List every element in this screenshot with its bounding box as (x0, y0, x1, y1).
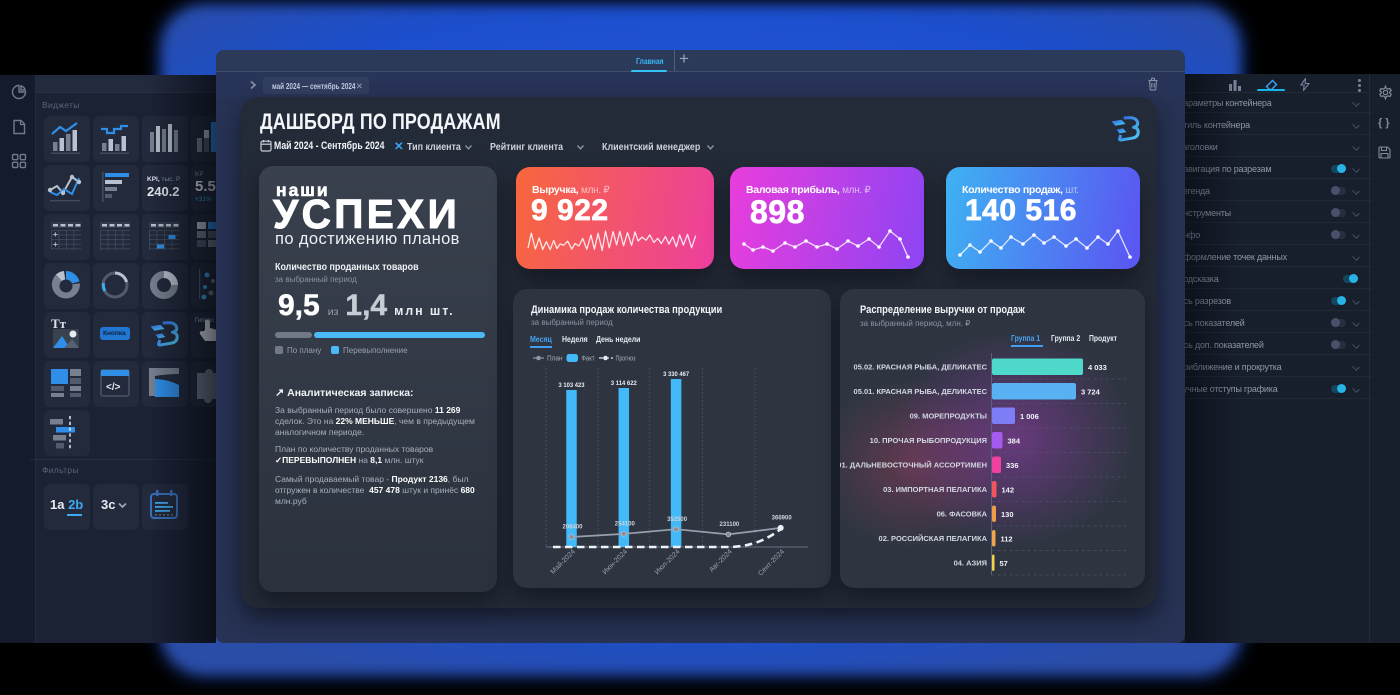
svg-text:3 114 622: 3 114 622 (611, 380, 637, 387)
svg-text:Прогноз: Прогноз (616, 356, 636, 363)
svg-text:10. ПРОЧАЯ РЫБОПРОДУКЦИЯ: 10. ПРОЧАЯ РЫБОПРОДУКЦИЯ (870, 436, 987, 445)
svg-text:+: + (53, 230, 58, 239)
svg-text:Сент-2024: Сент-2024 (757, 548, 786, 577)
svg-text:Июл-2024: Июл-2024 (654, 548, 682, 576)
svg-text:Факт: Факт (582, 356, 596, 363)
svg-text:384: 384 (1008, 437, 1021, 446)
svg-text:Июн-2024: Июн-2024 (602, 548, 630, 576)
svg-text:3 103 423: 3 103 423 (559, 382, 585, 389)
svg-text:Май-2024: Май-2024 (549, 548, 577, 576)
svg-text:130: 130 (1001, 510, 1014, 519)
svg-text:112: 112 (1001, 535, 1013, 544)
svg-text:4 033: 4 033 (1088, 363, 1107, 372)
svg-text:</>: </> (106, 382, 121, 393)
svg-text:231100: 231100 (720, 522, 740, 528)
svg-text:Авг-2024: Авг-2024 (708, 548, 733, 573)
svg-text:05.02. КРАСНАЯ РЫБА, ДЕЛИКАТЕС: 05.02. КРАСНАЯ РЫБА, ДЕЛИКАТЕС (854, 363, 988, 372)
svg-text:142: 142 (1002, 486, 1015, 495)
svg-text:04. АЗИЯ: 04. АЗИЯ (954, 559, 987, 568)
svg-text:1 006: 1 006 (1020, 412, 1039, 421)
svg-text:57: 57 (1000, 559, 1008, 568)
svg-text:+: + (53, 240, 58, 249)
svg-text:208400: 208400 (562, 525, 583, 531)
svg-text:366900: 366900 (772, 516, 793, 522)
svg-text:352500: 352500 (667, 517, 688, 523)
svg-text:336: 336 (1006, 461, 1019, 470)
svg-text:3 724: 3 724 (1081, 388, 1101, 397)
svg-text:06. ФАСОВКА: 06. ФАСОВКА (937, 510, 988, 519)
svg-text:02. РОССИЙСКАЯ ПЕЛАГИКА: 02. РОССИЙСКАЯ ПЕЛАГИКА (879, 534, 988, 543)
svg-text:09. МОРЕПРОДУКТЫ: 09. МОРЕПРОДУКТЫ (910, 412, 987, 421)
svg-text:254100: 254100 (615, 522, 636, 528)
svg-text:3 330 467: 3 330 467 (663, 371, 689, 378)
svg-text:05.01. КРАСНАЯ РЫБА, ДЕЛИКАТЕС: 05.01. КРАСНАЯ РЫБА, ДЕЛИКАТЕС (854, 387, 988, 396)
svg-text:01. ДАЛЬНЕВОСТОЧНЫЙ АССОРТИМЕН: 01. ДАЛЬНЕВОСТОЧНЫЙ АССОРТИМЕН (840, 461, 987, 470)
svg-text:03. ИМПОРТНАЯ ПЕЛАГИКА: 03. ИМПОРТНАЯ ПЕЛАГИКА (883, 485, 987, 494)
svg-text:План: План (547, 356, 563, 363)
